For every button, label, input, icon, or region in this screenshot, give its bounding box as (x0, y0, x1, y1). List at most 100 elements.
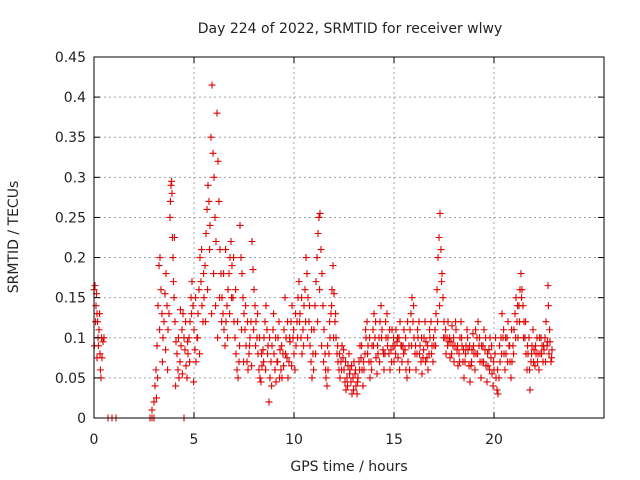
data-point (454, 342, 462, 350)
data-point (188, 310, 196, 318)
data-point (284, 318, 292, 326)
data-point (308, 374, 316, 382)
data-point (272, 378, 280, 386)
y-axis-label: SRMTID / TECUs (6, 181, 22, 294)
data-point (544, 302, 552, 310)
data-point (474, 350, 482, 358)
data-point (189, 302, 197, 310)
data-point (178, 370, 186, 378)
data-point (182, 362, 190, 370)
data-point (408, 294, 416, 302)
data-point (370, 310, 378, 318)
data-point (228, 262, 236, 270)
data-point (526, 366, 534, 374)
data-point (158, 358, 166, 366)
data-point (296, 318, 304, 326)
data-point (406, 326, 414, 334)
data-point (323, 382, 331, 390)
data-point (346, 370, 354, 378)
data-point (191, 346, 199, 354)
data-point (155, 262, 163, 270)
data-point (268, 382, 276, 390)
data-point (252, 318, 260, 326)
data-point (348, 362, 356, 370)
data-point (400, 350, 408, 358)
data-point (233, 366, 241, 374)
data-point (336, 350, 344, 358)
data-point (95, 326, 103, 334)
data-point (517, 270, 525, 278)
data-point (508, 326, 516, 334)
data-point (301, 286, 309, 294)
data-point (350, 386, 358, 394)
data-point (270, 350, 278, 358)
data-point (436, 209, 444, 217)
data-point (366, 334, 374, 342)
data-point (410, 302, 418, 310)
data-point (298, 294, 306, 302)
data-point (394, 354, 402, 362)
data-point (369, 326, 377, 334)
data-point (526, 386, 534, 394)
data-point (210, 173, 218, 181)
data-point (280, 362, 288, 370)
data-point (532, 342, 540, 350)
data-point (153, 342, 161, 350)
data-point (474, 318, 482, 326)
data-point (535, 366, 543, 374)
data-point (183, 374, 191, 382)
data-point (504, 318, 512, 326)
data-point (318, 270, 326, 278)
data-point (487, 354, 495, 362)
data-point (240, 310, 248, 318)
data-point (548, 354, 556, 362)
data-point (201, 262, 209, 270)
data-point (360, 358, 368, 366)
data-point (357, 354, 365, 362)
data-point (211, 213, 219, 221)
data-point (93, 354, 101, 362)
data-point (368, 366, 376, 374)
data-point (466, 378, 474, 386)
data-point (172, 338, 180, 346)
data-point (262, 302, 270, 310)
data-point (404, 318, 412, 326)
data-point (295, 278, 303, 286)
data-point (174, 334, 182, 342)
data-point (170, 234, 178, 241)
data-point (380, 350, 388, 358)
data-point (412, 342, 420, 350)
data-point (529, 326, 537, 334)
data-point (220, 326, 228, 334)
data-point (250, 286, 258, 294)
data-point (330, 334, 338, 342)
data-point (177, 342, 185, 350)
data-point (495, 374, 503, 382)
data-point (420, 346, 428, 354)
data-point (288, 302, 296, 310)
data-point (219, 310, 227, 318)
data-point (96, 350, 104, 358)
data-point (340, 346, 348, 354)
data-point (512, 334, 520, 342)
data-point (392, 350, 400, 358)
data-point (386, 366, 394, 374)
data-point (302, 318, 310, 326)
data-point (232, 350, 240, 358)
data-point (510, 350, 518, 358)
y-axis-ticks: 0 0.05 0.1 0.15 0.2 0.25 0.3 0.35 0.4 0.45 (55, 50, 604, 427)
data-point (511, 310, 519, 318)
data-point (198, 246, 206, 254)
data-point (181, 346, 189, 354)
data-point (520, 334, 528, 342)
data-point (462, 350, 470, 358)
data-point (317, 246, 325, 254)
data-point (391, 342, 399, 350)
data-point (254, 310, 262, 318)
data-point (418, 370, 426, 378)
data-point (402, 334, 410, 342)
data-point (338, 366, 346, 374)
x-tick-label: 5 (190, 432, 199, 448)
data-point (312, 350, 320, 358)
